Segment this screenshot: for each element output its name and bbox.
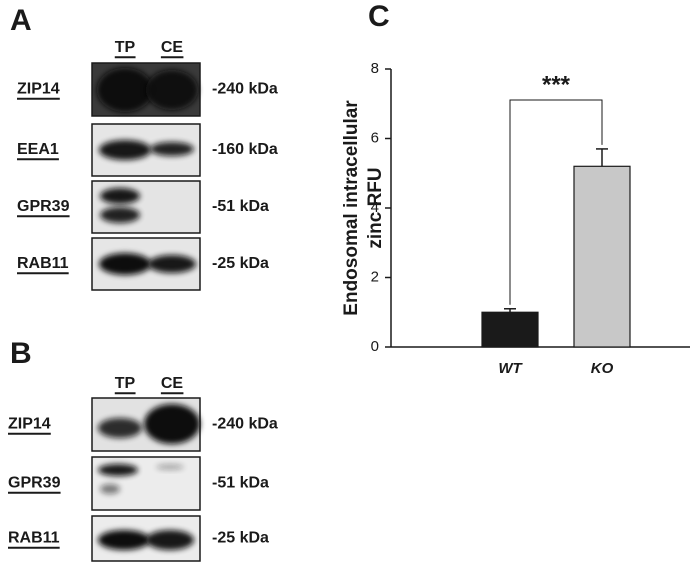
band — [99, 253, 151, 275]
blot-bands — [99, 253, 196, 275]
blot-bands — [98, 530, 194, 550]
x-tick-label: KO — [591, 360, 614, 377]
size-label: -240 kDa — [212, 416, 278, 433]
protein-label: EEA1 — [17, 141, 59, 158]
lane-label: TP — [115, 375, 136, 392]
band — [98, 530, 150, 550]
blot-bands — [97, 68, 198, 112]
y-axis-label: Endosomal intracellular — [341, 100, 362, 316]
size-label: -25 kDa — [212, 530, 269, 547]
band — [100, 207, 140, 223]
blot-box — [91, 180, 201, 234]
band — [156, 464, 184, 470]
blot-bands — [98, 464, 184, 494]
y-tick-label: 8 — [371, 60, 379, 77]
band — [146, 70, 198, 110]
band — [150, 142, 194, 156]
y-tick-label: 6 — [371, 129, 379, 146]
band — [148, 255, 196, 273]
significance-bracket — [509, 99, 603, 305]
y-axis-label: zinc RFU — [365, 167, 386, 248]
band — [99, 140, 151, 160]
size-label: -51 kDa — [212, 475, 269, 492]
protein-label: RAB11 — [8, 530, 60, 547]
size-label: -240 kDa — [212, 81, 278, 98]
panel-label: C — [368, 0, 390, 33]
band — [146, 530, 194, 550]
size-label: -160 kDa — [212, 141, 278, 158]
protein-label: RAB11 — [17, 255, 69, 272]
y-tick-label: 0 — [371, 338, 379, 355]
protein-label: GPR39 — [17, 198, 70, 215]
panel-label: A — [10, 4, 32, 37]
y-tick-label: 2 — [371, 268, 379, 285]
protein-label: GPR39 — [8, 475, 61, 492]
panel-label: B — [10, 337, 32, 370]
protein-label: ZIP14 — [8, 416, 51, 433]
band — [100, 188, 140, 204]
significance-annotation: *** — [542, 71, 571, 98]
bar — [573, 165, 631, 348]
lane-label: CE — [161, 39, 184, 56]
protein-label: ZIP14 — [17, 81, 60, 98]
blot-bands — [100, 188, 140, 223]
blot-bands — [98, 404, 200, 444]
band — [98, 464, 138, 476]
size-label: -51 kDa — [212, 198, 269, 215]
lane-label: CE — [161, 375, 184, 392]
x-tick-label: WT — [498, 360, 523, 377]
band — [98, 418, 142, 438]
band — [97, 68, 153, 112]
blot-bands — [99, 140, 194, 160]
size-label: -25 kDa — [212, 255, 269, 272]
band — [100, 484, 120, 494]
y-tick-label: 4 — [371, 199, 379, 216]
bar — [481, 311, 539, 348]
lane-label: TP — [115, 39, 136, 56]
band — [144, 404, 200, 444]
